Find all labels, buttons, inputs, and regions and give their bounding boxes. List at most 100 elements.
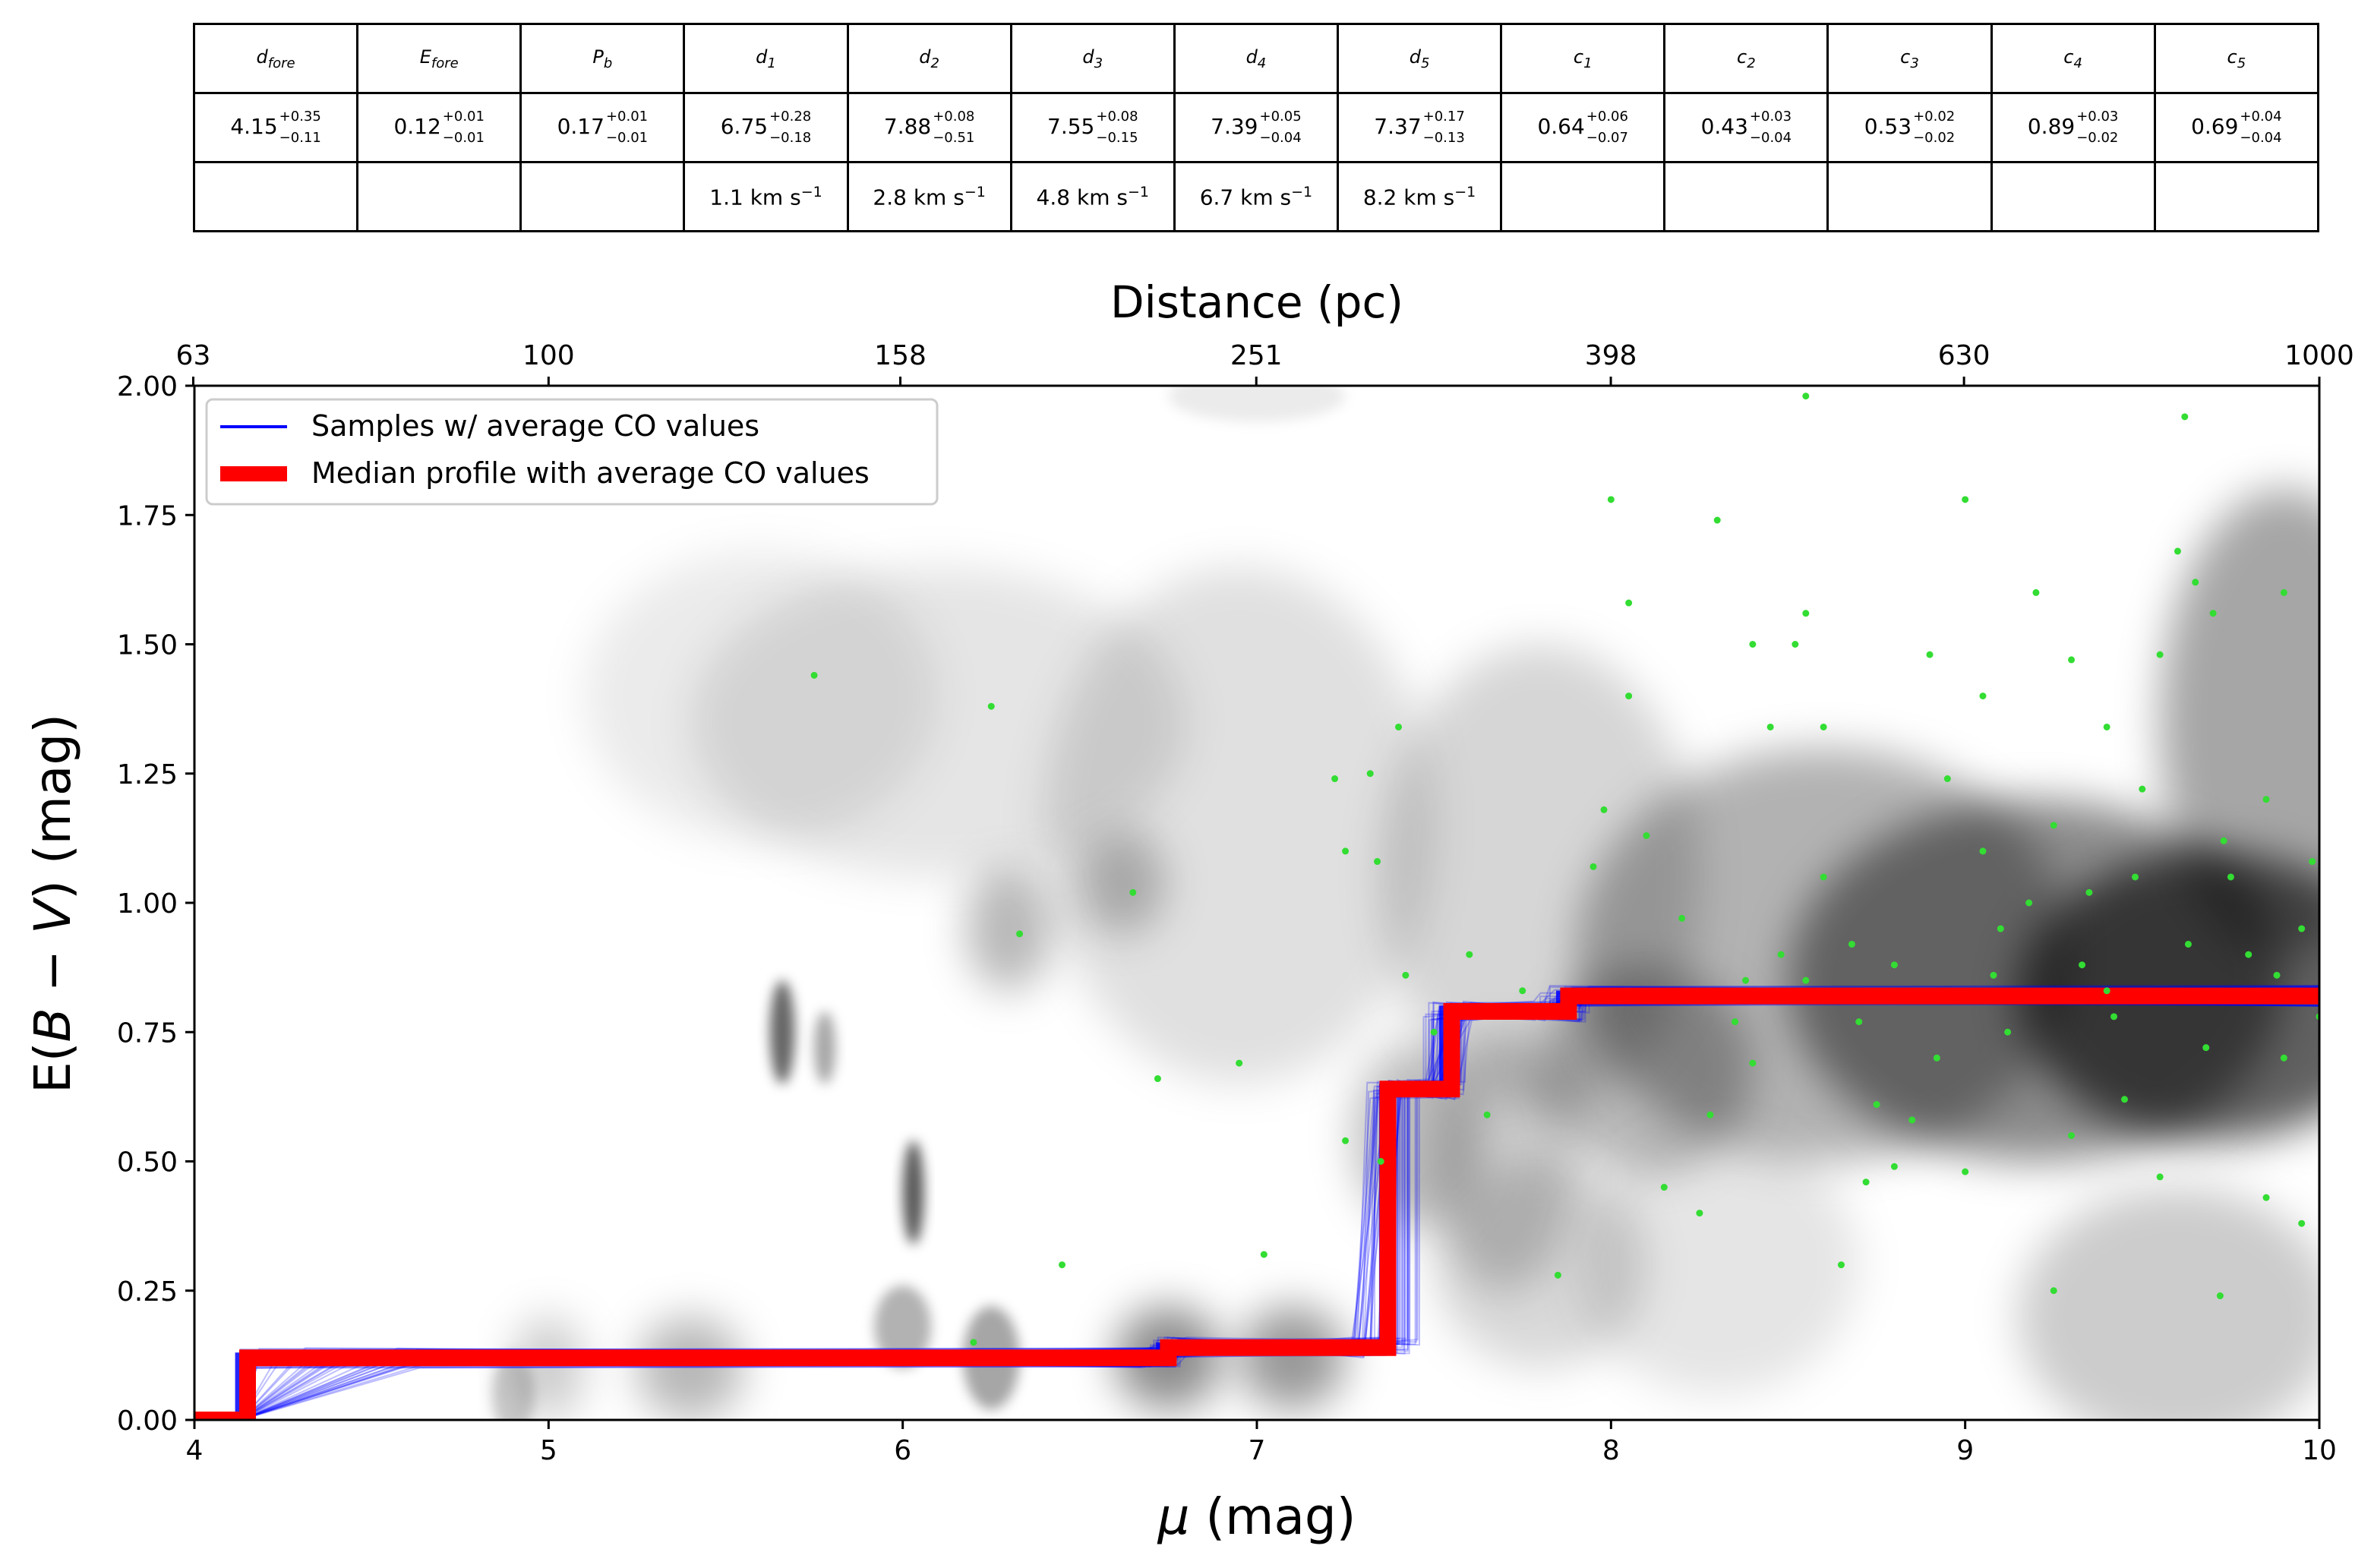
star-point xyxy=(2110,1013,2118,1021)
param-symbol: d xyxy=(256,46,268,68)
table-value-cell: 0.17 +0.01 −0.01 xyxy=(519,92,686,163)
param-upper-error: +0.35 xyxy=(279,109,321,125)
param-lower-error: −0.04 xyxy=(1749,130,1792,146)
y-axis: 0.00 0.25 0.50 0.75 1.00 1.25 1.50 1.75 2.00 xyxy=(117,371,194,1437)
star-point xyxy=(2184,940,2192,948)
legend-median-label: Median profile with average CO values xyxy=(311,456,870,490)
star-point xyxy=(2004,1028,2012,1036)
param-upper-error: +0.04 xyxy=(2240,109,2282,125)
y-tick-label: 1.50 xyxy=(117,630,178,661)
table-value-cell: 0.43 +0.03 −0.04 xyxy=(1663,92,1829,163)
table-value-cell: 7.55 +0.08 −0.15 xyxy=(1009,92,1176,163)
star-point xyxy=(1848,940,1855,948)
table-velocity-cell xyxy=(519,161,686,232)
param-lower-error: −0.51 xyxy=(933,130,975,146)
star-point xyxy=(2103,987,2110,995)
star-point xyxy=(1926,651,1934,658)
param-symbol: d xyxy=(919,46,931,68)
star-point xyxy=(2262,1194,2270,1201)
star-point xyxy=(1962,496,1969,503)
param-subscript: 2 xyxy=(930,55,939,71)
table-velocity-row: 1.1 km s−1 2.8 km s−1 4.8 km s−1 6.7 km s−1… xyxy=(192,161,2320,232)
star-point xyxy=(1625,693,1633,700)
star-point xyxy=(2298,925,2306,932)
param-lower-error: −0.11 xyxy=(279,130,321,146)
star-point xyxy=(2068,656,2076,664)
param-lower-error: −0.13 xyxy=(1422,130,1465,146)
param-subscript: 1 xyxy=(1583,55,1593,71)
sample-profile-line xyxy=(194,991,2319,1420)
param-upper-error: +0.02 xyxy=(1913,109,1956,125)
star-point xyxy=(1962,1168,1969,1175)
star-point xyxy=(2050,822,2057,829)
star-point xyxy=(1873,1101,1880,1109)
param-subscript: 4 xyxy=(2073,55,2082,71)
legend: Samples w/ average CO values Median prof… xyxy=(205,398,939,506)
density-blob xyxy=(583,551,939,841)
median-profile xyxy=(194,987,2319,1420)
star-point xyxy=(1342,847,1350,855)
star-point xyxy=(1483,1111,1491,1118)
velocity-value: 8.2 km s xyxy=(1362,185,1455,210)
star-point xyxy=(2050,1287,2057,1295)
star-point xyxy=(2192,579,2199,586)
param-symbol: E xyxy=(419,46,431,68)
table-velocity-cell xyxy=(192,161,359,232)
density-blob xyxy=(902,1141,924,1245)
star-point xyxy=(1742,976,1750,984)
star-point xyxy=(1660,1184,1668,1191)
star-point xyxy=(2174,547,2181,555)
table-velocity-cell: 6.7 km s−1 xyxy=(1173,161,1339,232)
table-header-cell: c4 xyxy=(1990,23,2156,94)
param-lower-error: −0.02 xyxy=(1913,130,1956,146)
table-value-cell: 0.64 +0.06 −0.07 xyxy=(1500,92,1666,163)
table-header-cell: d1 xyxy=(683,23,849,94)
y-tick-label: 1.75 xyxy=(117,500,178,532)
star-point xyxy=(2139,785,2146,793)
top-tick-label: 1000 xyxy=(2284,340,2354,371)
density-blob xyxy=(491,1352,535,1420)
param-value: 0.12 xyxy=(393,114,441,139)
star-point xyxy=(1713,516,1721,524)
star-point xyxy=(1908,1116,1916,1124)
param-symbol: c xyxy=(1900,46,1911,68)
star-point xyxy=(1607,496,1615,503)
star-point xyxy=(1979,693,1987,700)
velocity-value: 2.8 km s xyxy=(873,185,964,210)
star-point xyxy=(1890,1163,1898,1170)
table-value-row: 4.15 +0.35 −0.11 0.12 +0.01 −0.01 0.17 +0.01 −0.… xyxy=(192,92,2320,163)
param-subscript: 1 xyxy=(767,55,776,71)
star-point xyxy=(1979,847,1987,855)
star-point xyxy=(1430,1028,1438,1036)
star-point xyxy=(2220,837,2227,844)
param-value: 0.89 xyxy=(2027,114,2076,139)
star-point xyxy=(1837,1261,1845,1269)
table-header-cell: d5 xyxy=(1336,23,1503,94)
parameter-table: dfore Efore Pb d1 d2 d3 d4 d5 c1 c2 c3 c4 c5 4.15 +0.… xyxy=(192,23,2320,232)
velocity-exponent: −1 xyxy=(1291,183,1313,200)
param-lower-error: −0.04 xyxy=(1259,130,1302,146)
table-value-cell: 7.39 +0.05 −0.04 xyxy=(1173,92,1339,163)
velocity-value: 1.1 km s xyxy=(709,185,801,210)
table-velocity-cell xyxy=(1663,161,1829,232)
star-point xyxy=(1590,863,1597,870)
density-blob xyxy=(1575,1135,1859,1394)
param-subscript: 3 xyxy=(1910,55,1919,71)
density-blob xyxy=(1239,1306,1346,1410)
star-point xyxy=(1374,858,1381,866)
star-point xyxy=(2156,1173,2164,1181)
star-point xyxy=(2298,1219,2306,1227)
density-blob xyxy=(769,980,795,1084)
param-upper-error: +0.28 xyxy=(769,109,812,125)
star-point xyxy=(1059,1261,1066,1269)
star-point xyxy=(1236,1059,1243,1067)
x-tick-label: 8 xyxy=(1602,1435,1620,1466)
star-point xyxy=(2280,588,2287,596)
x-tick-label: 10 xyxy=(2302,1435,2337,1466)
star-point xyxy=(1990,971,1997,979)
param-value: 0.17 xyxy=(557,114,605,139)
param-lower-error: −0.01 xyxy=(442,130,485,146)
param-value: 7.88 xyxy=(883,114,932,139)
star-point xyxy=(2216,1292,2224,1300)
star-point xyxy=(2273,971,2281,979)
